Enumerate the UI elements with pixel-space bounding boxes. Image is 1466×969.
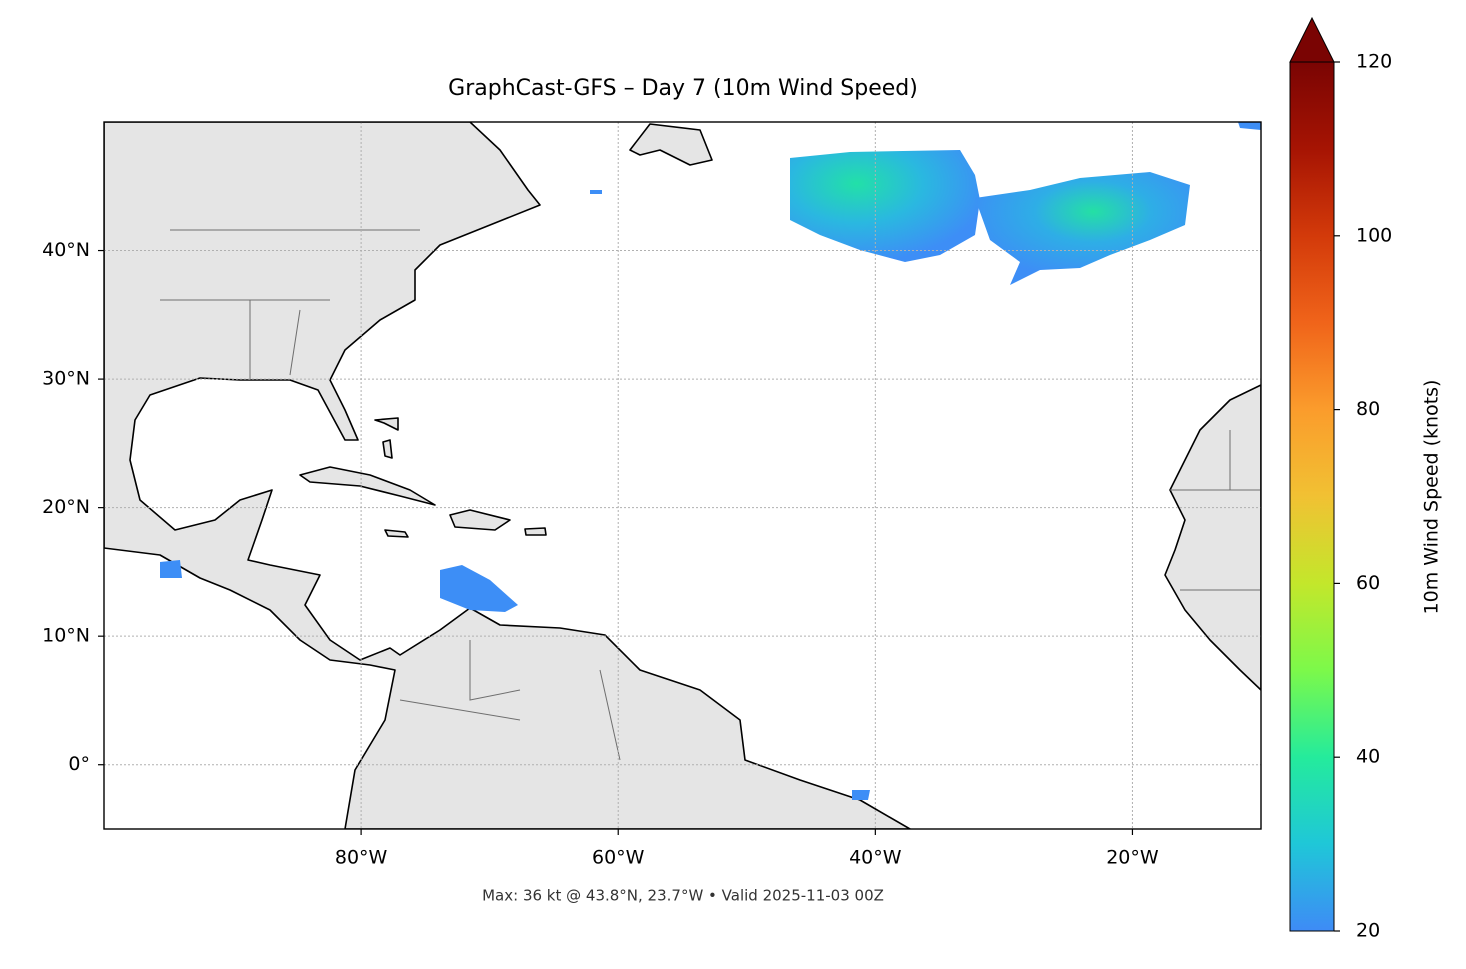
x-tick-label: 20°W bbox=[1106, 847, 1159, 869]
colorbar-tick-label: 120 bbox=[1356, 51, 1392, 73]
y-tick-label: 40°N bbox=[42, 239, 90, 261]
jamaica bbox=[384, 529, 409, 538]
chart-title: GraphCast-GFS – Day 7 (10m Wind Speed) bbox=[448, 76, 918, 101]
cuba bbox=[299, 466, 436, 506]
africa bbox=[1164, 384, 1261, 691]
y-tick-label: 20°N bbox=[42, 496, 90, 518]
x-tick-label: 60°W bbox=[592, 847, 645, 869]
wind-area bbox=[440, 565, 518, 612]
colorbar-tick-label: 60 bbox=[1356, 572, 1380, 594]
y-tick-label: 10°N bbox=[42, 625, 90, 647]
colorbar: 20 40 60 80 100 120 bbox=[1289, 16, 1392, 942]
map bbox=[104, 122, 1261, 829]
wind-area bbox=[790, 150, 980, 262]
colorbar-tick-label: 100 bbox=[1356, 224, 1392, 246]
plot-frame bbox=[103, 121, 1262, 830]
y-tick-label: 30°N bbox=[42, 368, 90, 390]
y-tick-label: 0° bbox=[68, 753, 90, 775]
colorbar-label: 10m Wind Speed (knots) bbox=[1421, 380, 1443, 615]
borders bbox=[160, 229, 1260, 761]
colorbar-tick-label: 40 bbox=[1356, 746, 1380, 768]
wind-area bbox=[975, 172, 1190, 285]
x-tick-label: 80°W bbox=[335, 847, 388, 869]
colorbar-tick-label: 20 bbox=[1356, 920, 1380, 942]
footnote: Max: 36 kt @ 43.8°N, 23.7°W • Valid 2025… bbox=[482, 887, 884, 905]
puerto-rico bbox=[524, 527, 547, 536]
bahamas bbox=[374, 417, 399, 459]
grid bbox=[104, 122, 1261, 829]
hispaniola bbox=[449, 509, 511, 531]
colorbar-tick-label: 80 bbox=[1356, 398, 1380, 420]
newfoundland bbox=[629, 123, 713, 166]
x-tick-label: 40°W bbox=[849, 847, 902, 869]
colorbar-scale bbox=[1289, 61, 1335, 932]
colorbar-extend bbox=[1289, 16, 1335, 63]
americas bbox=[104, 122, 911, 829]
